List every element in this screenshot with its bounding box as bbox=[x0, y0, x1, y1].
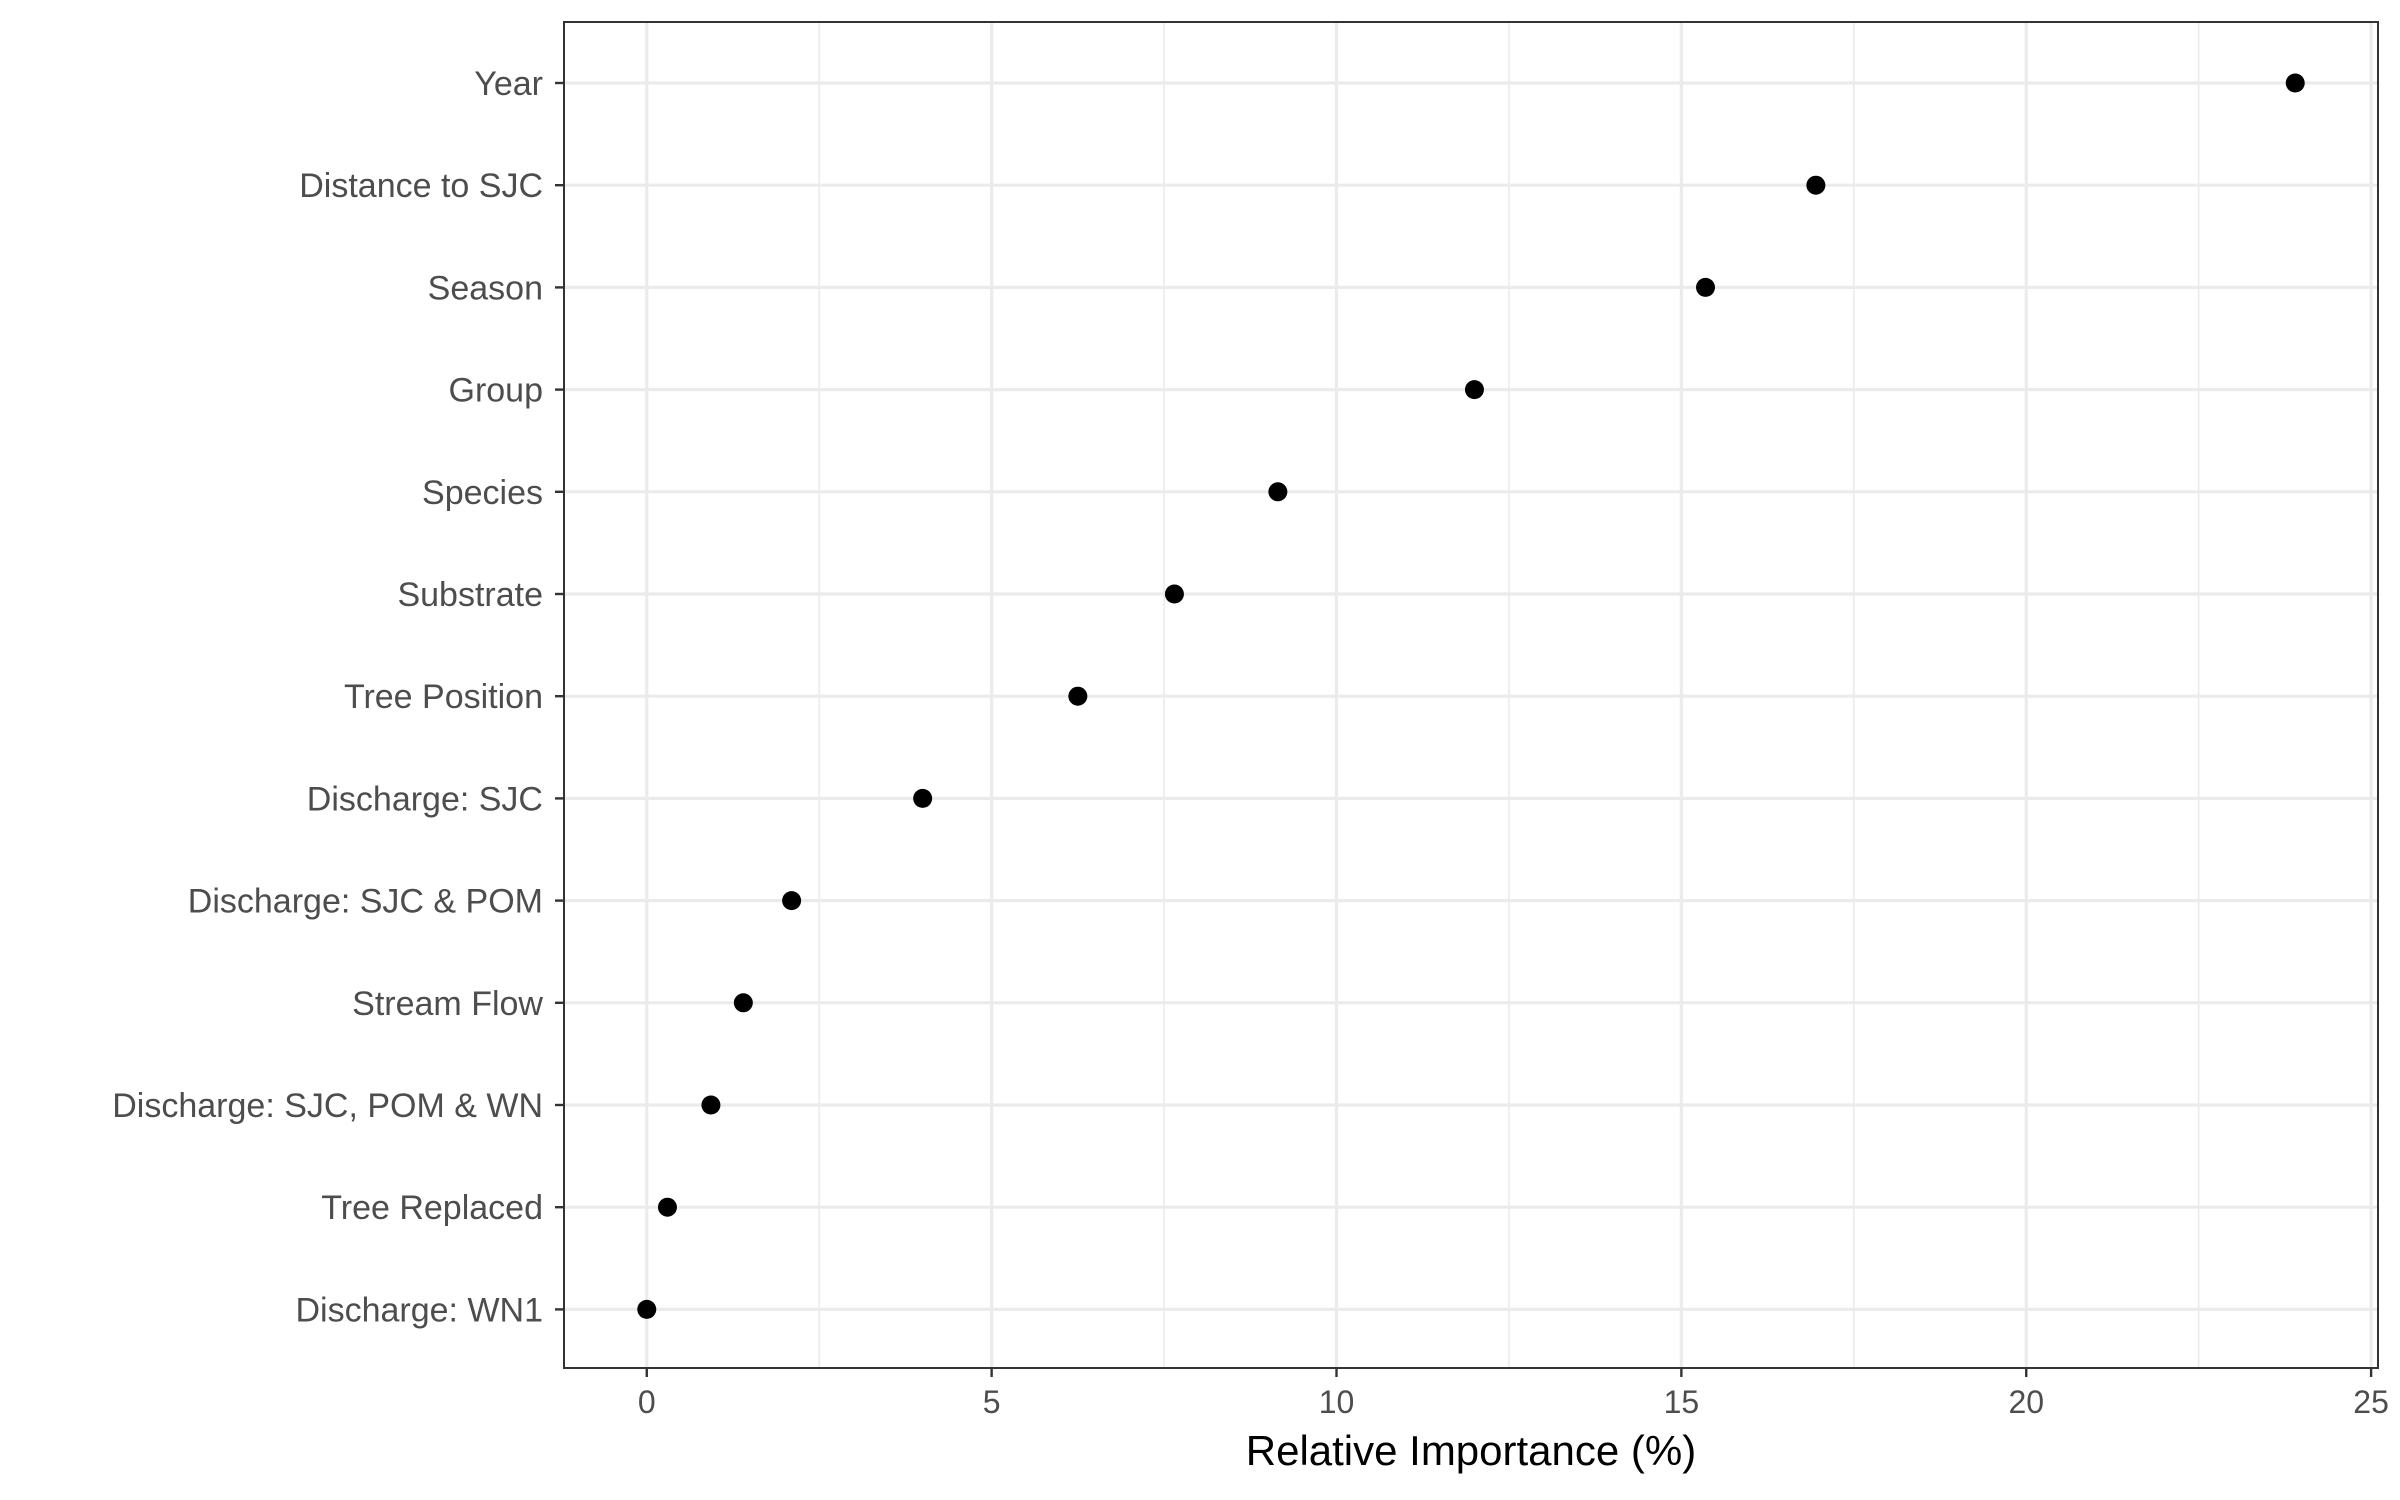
y-axis: Year Distance to SJC Season Group Species Sub… bbox=[112, 65, 564, 1329]
x-tick-label: 5 bbox=[983, 1384, 1001, 1420]
y-tick-label: Discharge: SJC & POM bbox=[188, 883, 543, 921]
y-tick-label: Discharge: WN1 bbox=[295, 1291, 543, 1329]
data-point bbox=[1696, 277, 1716, 297]
data-point bbox=[701, 1095, 721, 1115]
x-axis-title: Relative Importance (%) bbox=[1246, 1427, 1697, 1474]
x-tick-label: 25 bbox=[2353, 1384, 2389, 1420]
x-tick-label: 10 bbox=[1319, 1384, 1355, 1420]
y-tick-label: Stream Flow bbox=[352, 985, 543, 1023]
y-tick-label: Tree Position bbox=[344, 678, 543, 716]
data-point bbox=[1806, 175, 1826, 195]
data-point bbox=[637, 1299, 657, 1319]
y-tick-label: Substrate bbox=[397, 576, 543, 614]
y-tick-label: Discharge: SJC, POM & WN bbox=[112, 1087, 543, 1125]
x-tick-label: 20 bbox=[2008, 1384, 2044, 1420]
y-tick-label: Species bbox=[422, 474, 543, 512]
y-tick-label: Season bbox=[428, 269, 543, 307]
data-point bbox=[1164, 584, 1184, 604]
y-tick-label: Tree Replaced bbox=[321, 1189, 543, 1227]
y-tick-label: Distance to SJC bbox=[299, 167, 543, 205]
x-tick-label: 15 bbox=[1664, 1384, 1700, 1420]
data-point bbox=[657, 1197, 677, 1217]
y-tick-label: Group bbox=[449, 372, 544, 410]
data-point bbox=[782, 891, 802, 911]
data-point bbox=[2285, 73, 2305, 93]
y-tick-label: Discharge: SJC bbox=[307, 780, 543, 818]
data-point bbox=[1464, 380, 1484, 400]
y-tick-label: Year bbox=[474, 65, 543, 103]
grid-layer bbox=[564, 22, 2378, 1368]
x-axis: 0 5 10 15 20 25 bbox=[638, 1368, 2389, 1420]
data-point bbox=[733, 993, 753, 1013]
x-tick-label: 0 bbox=[638, 1384, 656, 1420]
data-point bbox=[913, 788, 933, 808]
data-point bbox=[1068, 686, 1088, 706]
points-layer bbox=[637, 73, 2305, 1319]
data-point bbox=[1268, 482, 1288, 502]
